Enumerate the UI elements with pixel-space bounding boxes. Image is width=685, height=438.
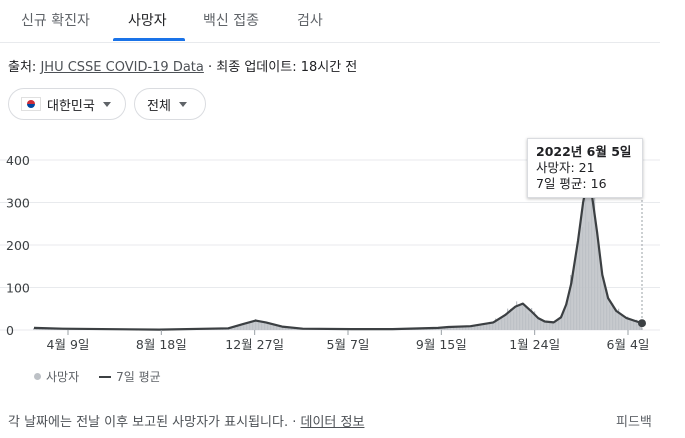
dropdown-arrow-icon xyxy=(102,101,111,107)
seven-day-average-line xyxy=(33,182,643,331)
y-tick-label: 0 xyxy=(6,323,14,338)
feedback-link[interactable]: 피드백 xyxy=(616,415,652,430)
footer-note: 각 날짜에는 전날 이후 보고된 사망자가 표시됩니다. · 데이터 정보 xyxy=(8,411,364,430)
x-tick-label: 6월 4일 xyxy=(607,337,650,352)
tab-deaths[interactable]: 사망자 xyxy=(128,13,167,29)
tab-bar: 신규 확진자 사망자 백신 접종 검사 xyxy=(0,0,660,43)
footer-text: 각 날짜에는 전날 이후 보고된 사망자가 표시됩니다. xyxy=(8,415,289,430)
x-tick-label: 5월 7일 xyxy=(327,337,370,352)
deaths-chart: 0 100 200 300 400 4월 9일 8월 18일 12월 27일 5월 7일 9월 … xyxy=(0,140,660,352)
source-link[interactable]: JHU CSSE COVID-19 Data xyxy=(40,60,204,75)
south-korea-flag-icon xyxy=(21,97,41,111)
daily-death-bar xyxy=(33,328,35,330)
country-label: 대한민국 xyxy=(47,98,95,114)
tooltip-date: 2022년 6월 5일 xyxy=(536,144,632,159)
x-tick-label: 8월 18일 xyxy=(136,337,187,352)
source-prefix: 출처: xyxy=(8,60,37,75)
active-tab-indicator xyxy=(113,38,185,41)
deaths-legend-dot xyxy=(34,373,41,380)
range-dropdown[interactable]: 전체 xyxy=(134,88,206,120)
footer-separator: · xyxy=(292,415,297,430)
tab-tests[interactable]: 검사 xyxy=(297,13,323,29)
chart-legend: 사망자 7일 평균 xyxy=(34,368,161,385)
data-info-link[interactable]: 데이터 정보 xyxy=(300,415,365,430)
tab-new-cases[interactable]: 신규 확진자 xyxy=(21,13,90,29)
dropdown-arrow-icon xyxy=(178,101,187,107)
country-dropdown[interactable]: 대한민국 xyxy=(8,88,126,120)
y-tick-label: 100 xyxy=(6,281,30,296)
y-tick-label: 200 xyxy=(6,238,30,253)
tooltip-deaths: 사망자: 21 xyxy=(536,160,595,175)
x-tick-label: 9월 15일 xyxy=(416,337,467,352)
source-separator: · xyxy=(208,60,213,75)
x-tick-label: 12월 27일 xyxy=(225,337,284,352)
last-updated: 최종 업데이트: 18시간 전 xyxy=(216,60,358,75)
legend-deaths: 사망자 xyxy=(46,370,80,384)
source-line: 출처: JHU CSSE COVID-19 Data · 최종 업데이트: 18… xyxy=(8,56,357,75)
tooltip-average: 7일 평균: 16 xyxy=(536,176,607,191)
x-tick-label: 1월 24일 xyxy=(509,337,560,352)
x-tick-label: 4월 9일 xyxy=(47,337,90,352)
range-label: 전체 xyxy=(147,98,171,114)
daily-deaths-area xyxy=(34,183,642,330)
y-tick-label: 300 xyxy=(6,196,30,211)
chart-tooltip: 2022년 6월 5일 사망자: 21 7일 평균: 16 xyxy=(527,138,643,198)
legend-average: 7일 평균 xyxy=(116,370,161,384)
tab-vaccinations[interactable]: 백신 접종 xyxy=(203,13,259,29)
highlight-point[interactable] xyxy=(638,319,646,328)
y-tick-label: 400 xyxy=(6,153,30,168)
average-legend-line xyxy=(99,375,112,378)
